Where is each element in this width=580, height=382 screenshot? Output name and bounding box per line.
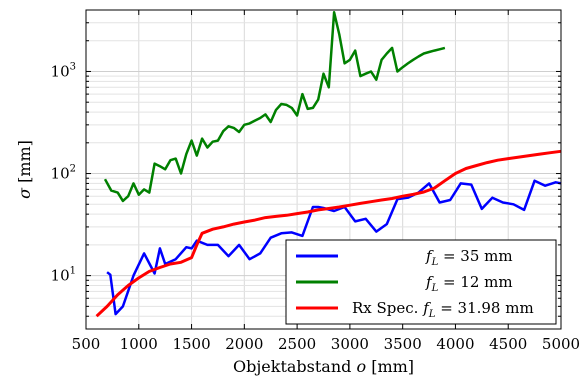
x-tick-label: 1500 xyxy=(172,335,210,353)
y-tick-label: 101 xyxy=(51,266,76,285)
x-tick-label: 1000 xyxy=(120,335,158,353)
x-tick-label: 5000 xyxy=(542,335,580,353)
x-tick-label: 3000 xyxy=(331,335,369,353)
legend-label-1: fL = 35 mm xyxy=(425,247,513,268)
y-tick-label: 103 xyxy=(51,61,76,80)
x-tick-label: 4000 xyxy=(436,335,474,353)
x-tick-label: 500 xyxy=(72,335,101,353)
axis-ticks: 500 1000 1500 2000 2500 3000 3500 4000 4500 5000 1… xyxy=(51,9,580,353)
legend-label-2: fL = 12 mm xyxy=(425,273,513,294)
legend-label-3: Rx Spec. fL = 31.98 mm xyxy=(352,299,534,320)
series-line-1 xyxy=(106,179,562,316)
series-line-3 xyxy=(95,149,562,318)
plot-frame xyxy=(85,9,562,330)
y-axis-title: σ [mm] xyxy=(15,140,34,199)
legend: fL = 35 mm fL = 12 mm Rx Spec. fL = 31.98 … xyxy=(285,239,557,325)
x-tick-label: 2000 xyxy=(225,335,263,353)
x-axis-title: Objektabstand o [mm] xyxy=(233,357,414,376)
y-tick-label: 102 xyxy=(51,164,76,183)
x-tick-label: 3500 xyxy=(384,335,422,353)
series-layer xyxy=(95,11,562,318)
x-tick-label: 4500 xyxy=(489,335,527,353)
series-line-2 xyxy=(103,11,446,203)
x-tick-label: 2500 xyxy=(278,335,316,353)
